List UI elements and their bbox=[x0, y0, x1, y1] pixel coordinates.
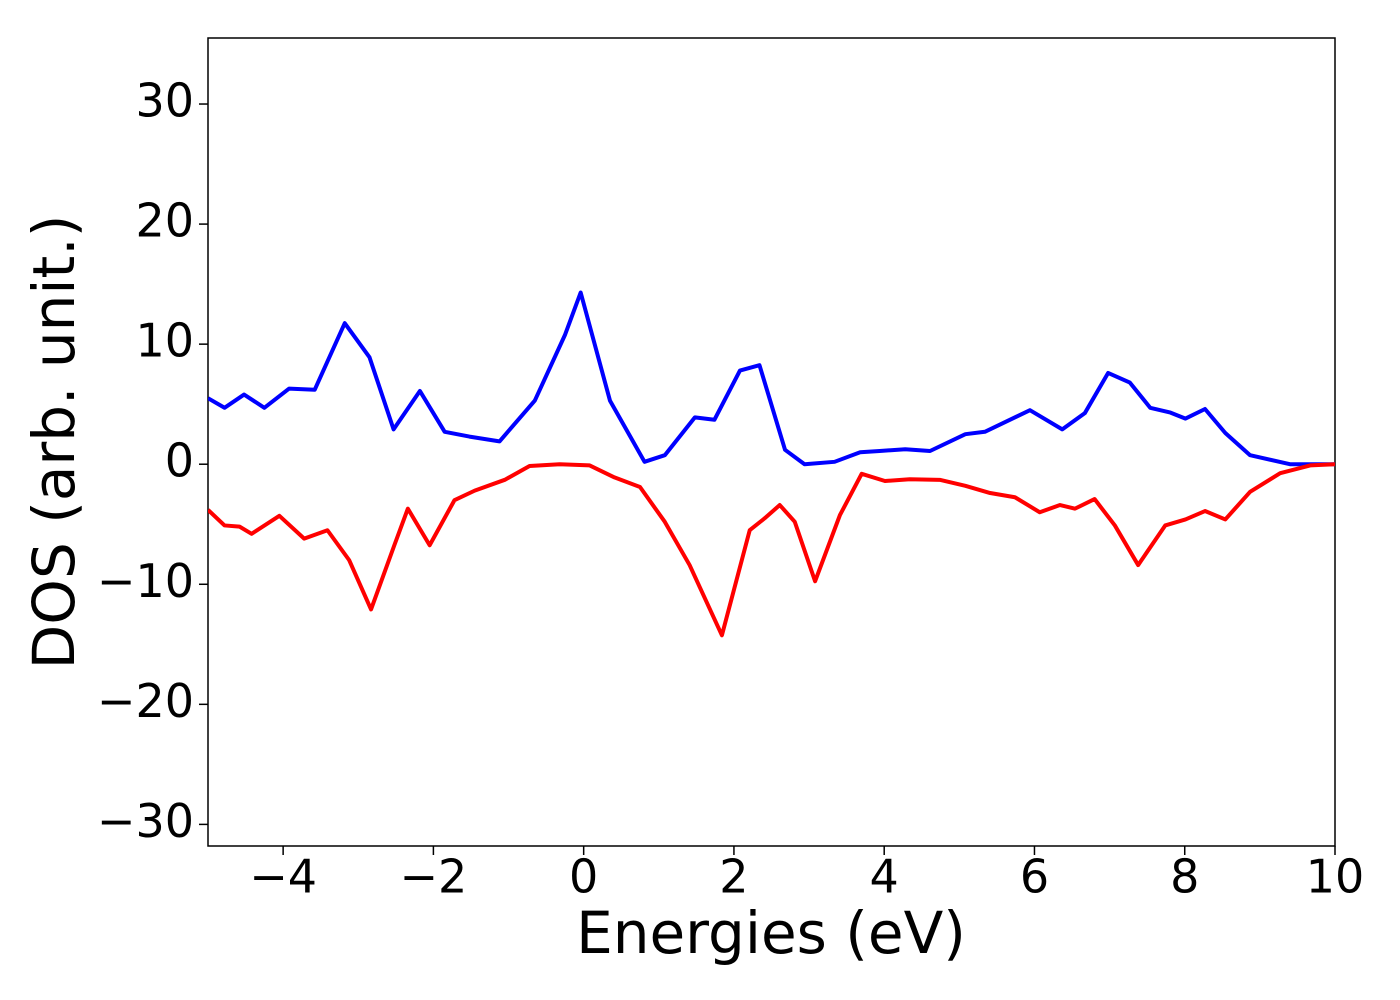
x-tick-label: 6 bbox=[1020, 850, 1049, 904]
data-line bbox=[208, 290, 1335, 467]
x-tick-label: −4 bbox=[249, 850, 317, 904]
x-tick-label: 2 bbox=[719, 850, 748, 904]
x-tick-label: 4 bbox=[870, 850, 899, 904]
y-tick-label: 0 bbox=[165, 434, 194, 488]
y-tick-label: 20 bbox=[135, 194, 194, 248]
y-tick-label: −20 bbox=[97, 674, 194, 728]
plot-frame bbox=[207, 37, 1336, 847]
data-line bbox=[208, 462, 1335, 638]
x-tick-label: 0 bbox=[569, 850, 598, 904]
x-axis-label: Energies (eV) bbox=[576, 899, 966, 967]
y-tick-label: −30 bbox=[97, 794, 194, 848]
x-tick-label: 8 bbox=[1170, 850, 1199, 904]
y-tick-label: −10 bbox=[97, 554, 194, 608]
y-tick-label: 10 bbox=[135, 314, 194, 368]
x-tick-label: −2 bbox=[399, 850, 467, 904]
y-axis-label: DOS (arb. unit.) bbox=[20, 215, 88, 670]
y-tick-label: 30 bbox=[135, 74, 194, 128]
x-tick-label: 10 bbox=[1306, 850, 1365, 904]
